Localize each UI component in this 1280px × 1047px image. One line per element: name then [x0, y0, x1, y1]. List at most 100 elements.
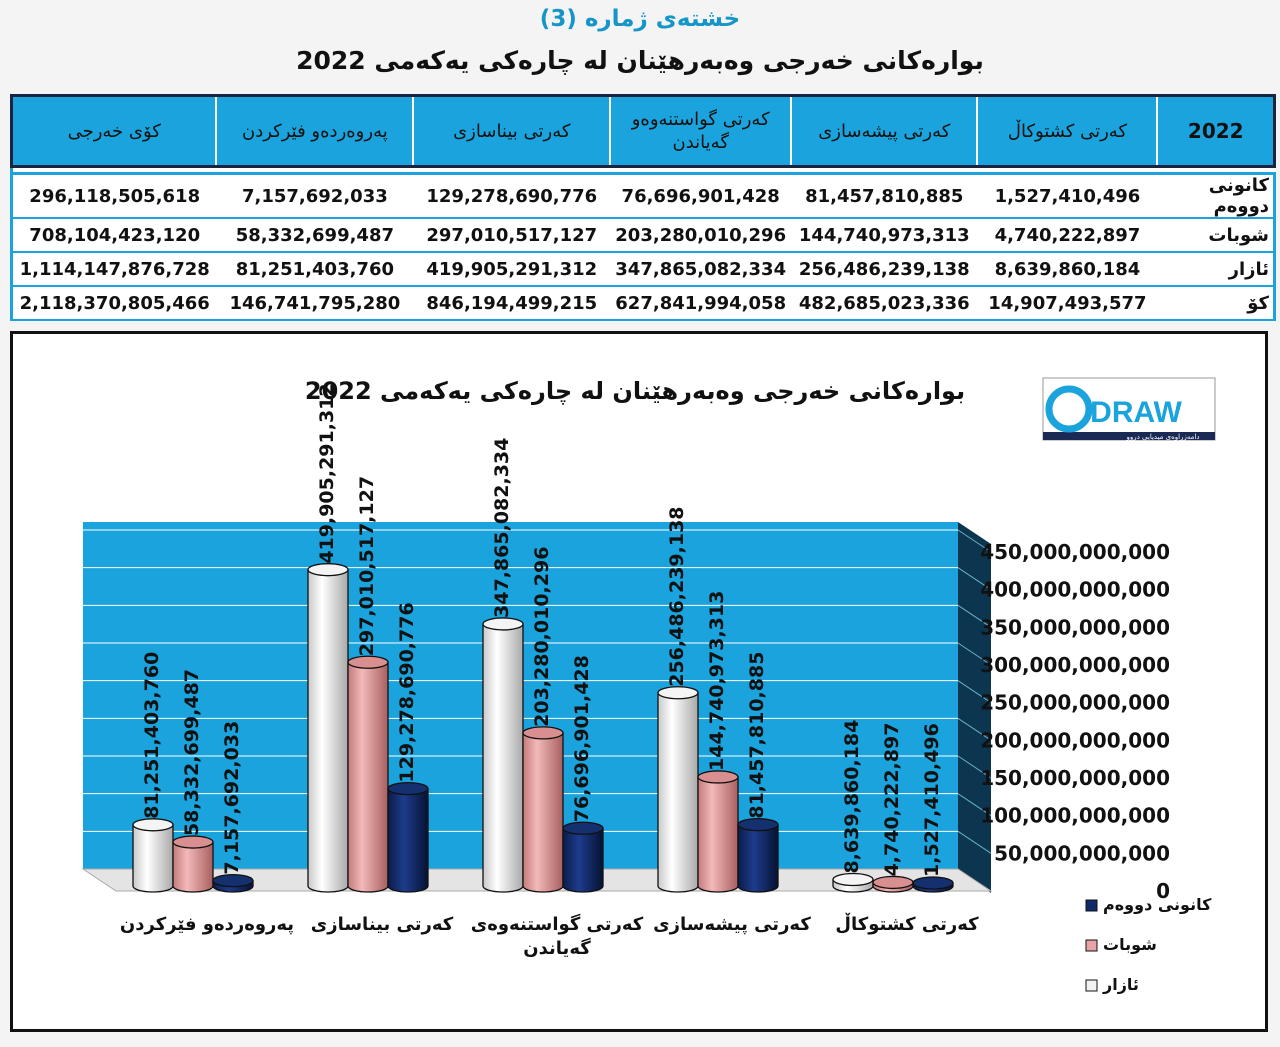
bar-cylinder-top: [132, 818, 174, 832]
header-cell-construction: کەرتی بیناسازی: [412, 94, 611, 168]
logo-tagline: دامەزراوەی میدیایی دروو: [1126, 433, 1200, 441]
table-cell: 347,865,082,334: [610, 252, 792, 287]
legend-swatch: [1085, 939, 1098, 952]
data-label: 1,527,410,496: [921, 723, 943, 877]
x-tick-label: کەرتی پیشەسازی: [653, 914, 811, 935]
legend-label: شوبات: [1103, 935, 1157, 954]
draw-logo: DRAW دامەزراوەی میدیایی دروو: [1042, 377, 1216, 441]
bar-cylinder-top: [172, 835, 214, 849]
x-tick-label: پەروەردەو فێرکردن: [120, 914, 294, 935]
table-cell: 2,118,370,805,466: [10, 286, 217, 321]
header-cell-education: پەروەردەو فێرکردن: [215, 94, 414, 168]
data-label: 81,251,403,760: [141, 652, 163, 819]
bar-cylinder-top: [562, 821, 604, 835]
bar-cylinder-top: [832, 872, 874, 887]
table-cell: 482,685,023,336: [791, 286, 978, 321]
data-label: 203,280,010,296: [531, 547, 553, 727]
table-row-total: کۆ 14,907,493,577 482,685,023,336 627,84…: [10, 286, 1277, 321]
data-label: 7,157,692,033: [221, 721, 243, 875]
data-label: 347,865,082,334: [491, 438, 513, 618]
header-cell-year: 2022: [1156, 94, 1277, 168]
data-label: 8,639,860,184: [841, 720, 863, 874]
data-label: 81,457,810,885: [746, 652, 768, 819]
table-subtitle: خشتەی ژمارە (3): [539, 6, 741, 32]
table-cell: 419,905,291,312: [413, 252, 611, 287]
y-tick-label: 450,000,000,000: [980, 540, 1170, 564]
row-label: ئازار: [1157, 252, 1277, 287]
data-label: 256,486,239,138: [666, 506, 688, 686]
gridline-side: [957, 717, 992, 741]
y-tick-label: 250,000,000,000: [980, 691, 1170, 715]
table-cell: 81,251,403,760: [216, 252, 414, 287]
legend-label: ئازار: [1102, 975, 1139, 994]
logo-text: DRAW: [1090, 396, 1182, 429]
logo-d-icon: [1045, 385, 1093, 433]
bar-cylinder: [697, 776, 739, 893]
y-tick-label: 50,000,000,000: [994, 841, 1170, 865]
data-label: 419,905,291,312: [316, 383, 338, 563]
table-cell: 4,740,222,897: [977, 218, 1158, 253]
data-label: 58,332,699,487: [181, 669, 203, 836]
x-tick-label: گەیاندن: [523, 937, 591, 959]
legend-swatch: [1085, 979, 1098, 992]
gridline-side: [957, 604, 992, 628]
bar-cylinder: [132, 824, 174, 893]
bar-chart: بوارەکانی خەرجی وەبەرهێنان لە چارەکی یەک…: [81, 377, 1216, 994]
bar-cylinder: [307, 569, 349, 893]
y-tick-label: 300,000,000,000: [980, 653, 1170, 677]
table-cell: 129,278,690,776: [413, 172, 611, 219]
bar-cylinder: [562, 827, 604, 893]
table-cell: 296,118,505,618: [10, 172, 217, 219]
data-label: 297,010,517,127: [356, 476, 378, 656]
table-cell: 146,741,795,280: [216, 286, 414, 321]
gridline-side: [957, 755, 992, 779]
table-cell: 1,114,147,876,728: [10, 252, 217, 287]
x-tick-label: کەرتی بیناسازی: [311, 914, 454, 935]
row-label: شوبات: [1157, 218, 1277, 253]
table-cell: 256,486,239,138: [791, 252, 978, 287]
header-cell-agriculture: کەرتی کشتوکاڵ: [976, 94, 1158, 168]
table-cell: 81,457,810,885: [791, 172, 978, 219]
bar-cylinder: [387, 787, 429, 893]
legend-label: کانونی دووەم: [1103, 895, 1212, 914]
row-label: کانونی دووەم: [1157, 172, 1277, 219]
table-cell: 7,157,692,033: [216, 172, 414, 219]
table-cell: 627,841,994,058: [610, 286, 792, 321]
table-cell: 846,194,499,215: [413, 286, 611, 321]
table-cell: 14,907,493,577: [977, 286, 1158, 321]
gridline-side: [957, 529, 992, 553]
table-cell: 8,639,860,184: [977, 252, 1158, 287]
bar-cylinder-top: [347, 655, 389, 669]
y-tick-label: 150,000,000,000: [980, 766, 1170, 790]
table-title: بوارەکانی خەرجی وەبەرهێنان لە چارەکی یەک…: [296, 46, 984, 75]
bar-cylinder: [172, 841, 214, 893]
table-cell: 297,010,517,127: [413, 218, 611, 253]
table-row: کانونی دووەم 1,527,410,496 81,457,810,88…: [10, 172, 1277, 219]
chart-side-wall: [958, 522, 991, 893]
table-cell: 708,104,423,120: [10, 218, 217, 253]
header-cell-industry: کەرتی پیشەسازی: [790, 94, 978, 168]
header-cell-total: کۆی خەرجی: [10, 94, 217, 168]
y-tick-label: 350,000,000,000: [980, 615, 1170, 639]
table-cell: 58,332,699,487: [216, 218, 414, 253]
row-label: کۆ: [1157, 286, 1277, 321]
expenditure-table: 2022 کەرتی کشتوکاڵ کەرتی پیشەسازی کەرتی …: [10, 94, 1277, 321]
bar-cylinder-top: [522, 726, 564, 740]
bar-cylinder: [737, 823, 779, 893]
data-label: 144,740,973,313: [706, 591, 728, 771]
y-tick-label: 400,000,000,000: [980, 578, 1170, 602]
table-row: ئازار 8,639,860,184 256,486,239,138 347,…: [10, 252, 1277, 287]
gridline-side: [957, 567, 992, 591]
table-cell: 1,527,410,496: [977, 172, 1158, 219]
bar-cylinder-top: [737, 817, 779, 832]
bar-cylinder: [657, 692, 699, 893]
header-cell-transport: کەرتی گواستنەوەو گەیاندن: [609, 94, 792, 168]
legend-swatch: [1085, 899, 1098, 912]
bar-cylinder: [482, 623, 524, 893]
bar-cylinder-top: [872, 875, 914, 890]
bar-cylinder: [347, 661, 389, 893]
bar-cylinder-top: [387, 781, 429, 796]
table-cell: 76,696,901,428: [610, 172, 792, 219]
gridline-side: [957, 793, 992, 817]
table-header-row: 2022 کەرتی کشتوکاڵ کەرتی پیشەسازی کەرتی …: [10, 94, 1277, 168]
